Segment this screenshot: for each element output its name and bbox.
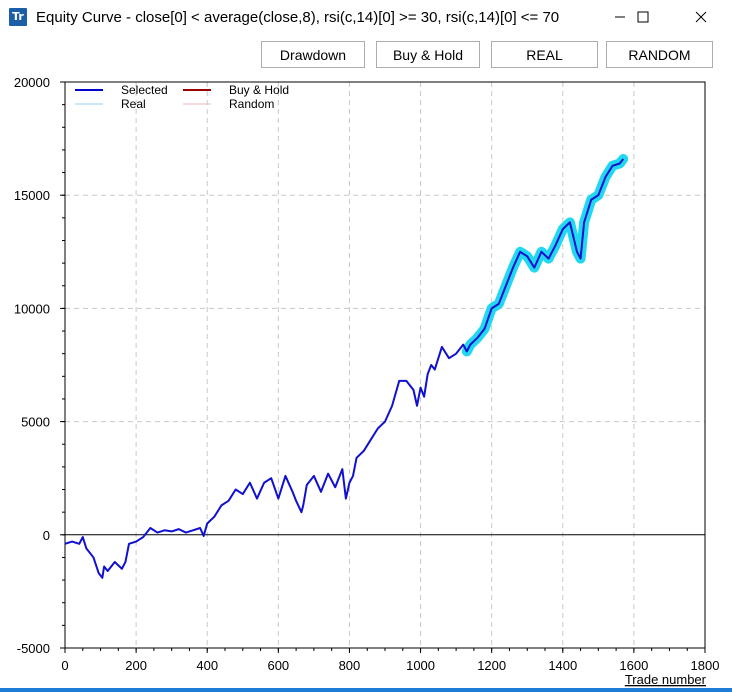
app-icon: Tr: [9, 8, 27, 26]
y-tick-label: 5000: [21, 415, 50, 430]
x-tick-label: 1400: [548, 658, 577, 673]
y-tick-label: 0: [43, 528, 50, 543]
x-axis-label: Trade number: [625, 672, 707, 687]
x-tick-label: 200: [125, 658, 147, 673]
legend-label: Random: [229, 97, 274, 111]
y-tick-label: 10000: [14, 301, 50, 316]
x-tick-label: 400: [196, 658, 218, 673]
equity-chart-svg: 0 200 400 600 800 1000 1200 1400 1600 1800 20000 15…: [14, 75, 720, 687]
buy-hold-button[interactable]: Buy & Hold: [376, 41, 480, 68]
y-tick-label: -5000: [17, 641, 50, 656]
y-tick-label: 20000: [14, 75, 50, 90]
equity-chart: 0 200 400 600 800 1000 1200 1400 1600 1800 20000 15…: [0, 74, 732, 692]
x-tick-label: 1600: [619, 658, 648, 673]
chart-legend: Selected Buy & Hold Real Random: [75, 83, 289, 111]
window-title: Equity Curve - close[0] < average(close,…: [36, 9, 560, 26]
x-tick-label: 600: [267, 658, 289, 673]
series-line-selected: [64, 158, 625, 579]
random-button[interactable]: RANDOM: [606, 41, 713, 68]
real-button[interactable]: REAL: [491, 41, 598, 68]
y-tick-label: 15000: [14, 188, 50, 203]
x-tick-label: 0: [61, 658, 68, 673]
chart-ticks: 0 200 400 600 800 1000 1200 1400 1600 1800 20000 15…: [14, 75, 720, 673]
x-tick-label: 1200: [477, 658, 506, 673]
x-tick-label: 1000: [406, 658, 435, 673]
legend-label: Real: [121, 97, 146, 111]
minimize-icon: [615, 16, 625, 18]
chart-series: [64, 153, 629, 579]
title-bar: Tr Equity Curve - close[0] < average(clo…: [0, 0, 732, 36]
close-window-button[interactable]: [678, 0, 724, 36]
drawdown-button[interactable]: Drawdown: [261, 41, 365, 68]
x-tick-label: 800: [339, 658, 361, 673]
x-tick-label: 1800: [691, 658, 720, 673]
taskbar-strip: [0, 688, 732, 692]
maximize-button[interactable]: [620, 0, 666, 36]
legend-label: Buy & Hold: [229, 83, 289, 97]
maximize-icon: [637, 11, 649, 23]
close-icon: [695, 11, 707, 23]
legend-label: Selected: [121, 83, 168, 97]
minimize-button[interactable]: [597, 0, 643, 36]
